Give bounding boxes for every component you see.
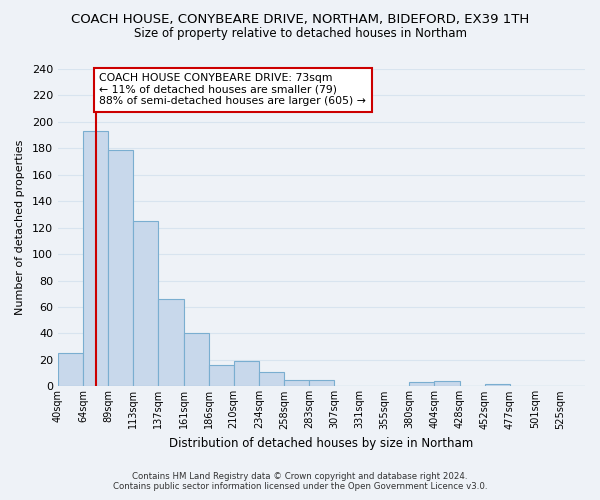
Bar	[259, 372, 284, 386]
Y-axis label: Number of detached properties: Number of detached properties	[15, 140, 25, 316]
Bar	[58, 354, 83, 386]
Bar	[209, 365, 234, 386]
Bar	[309, 380, 334, 386]
Bar	[234, 362, 259, 386]
Text: Size of property relative to detached houses in Northam: Size of property relative to detached ho…	[133, 28, 467, 40]
Bar	[83, 131, 108, 386]
Bar	[184, 334, 209, 386]
Bar	[108, 150, 133, 386]
Bar	[158, 299, 184, 386]
Text: COACH HOUSE, CONYBEARE DRIVE, NORTHAM, BIDEFORD, EX39 1TH: COACH HOUSE, CONYBEARE DRIVE, NORTHAM, B…	[71, 12, 529, 26]
Bar	[133, 221, 158, 386]
Text: Contains HM Land Registry data © Crown copyright and database right 2024.
Contai: Contains HM Land Registry data © Crown c…	[113, 472, 487, 491]
Text: COACH HOUSE CONYBEARE DRIVE: 73sqm
← 11% of detached houses are smaller (79)
88%: COACH HOUSE CONYBEARE DRIVE: 73sqm ← 11%…	[100, 73, 367, 106]
Bar	[284, 380, 309, 386]
Bar	[409, 382, 434, 386]
X-axis label: Distribution of detached houses by size in Northam: Distribution of detached houses by size …	[169, 437, 473, 450]
Bar	[434, 381, 460, 386]
Bar	[485, 384, 510, 386]
